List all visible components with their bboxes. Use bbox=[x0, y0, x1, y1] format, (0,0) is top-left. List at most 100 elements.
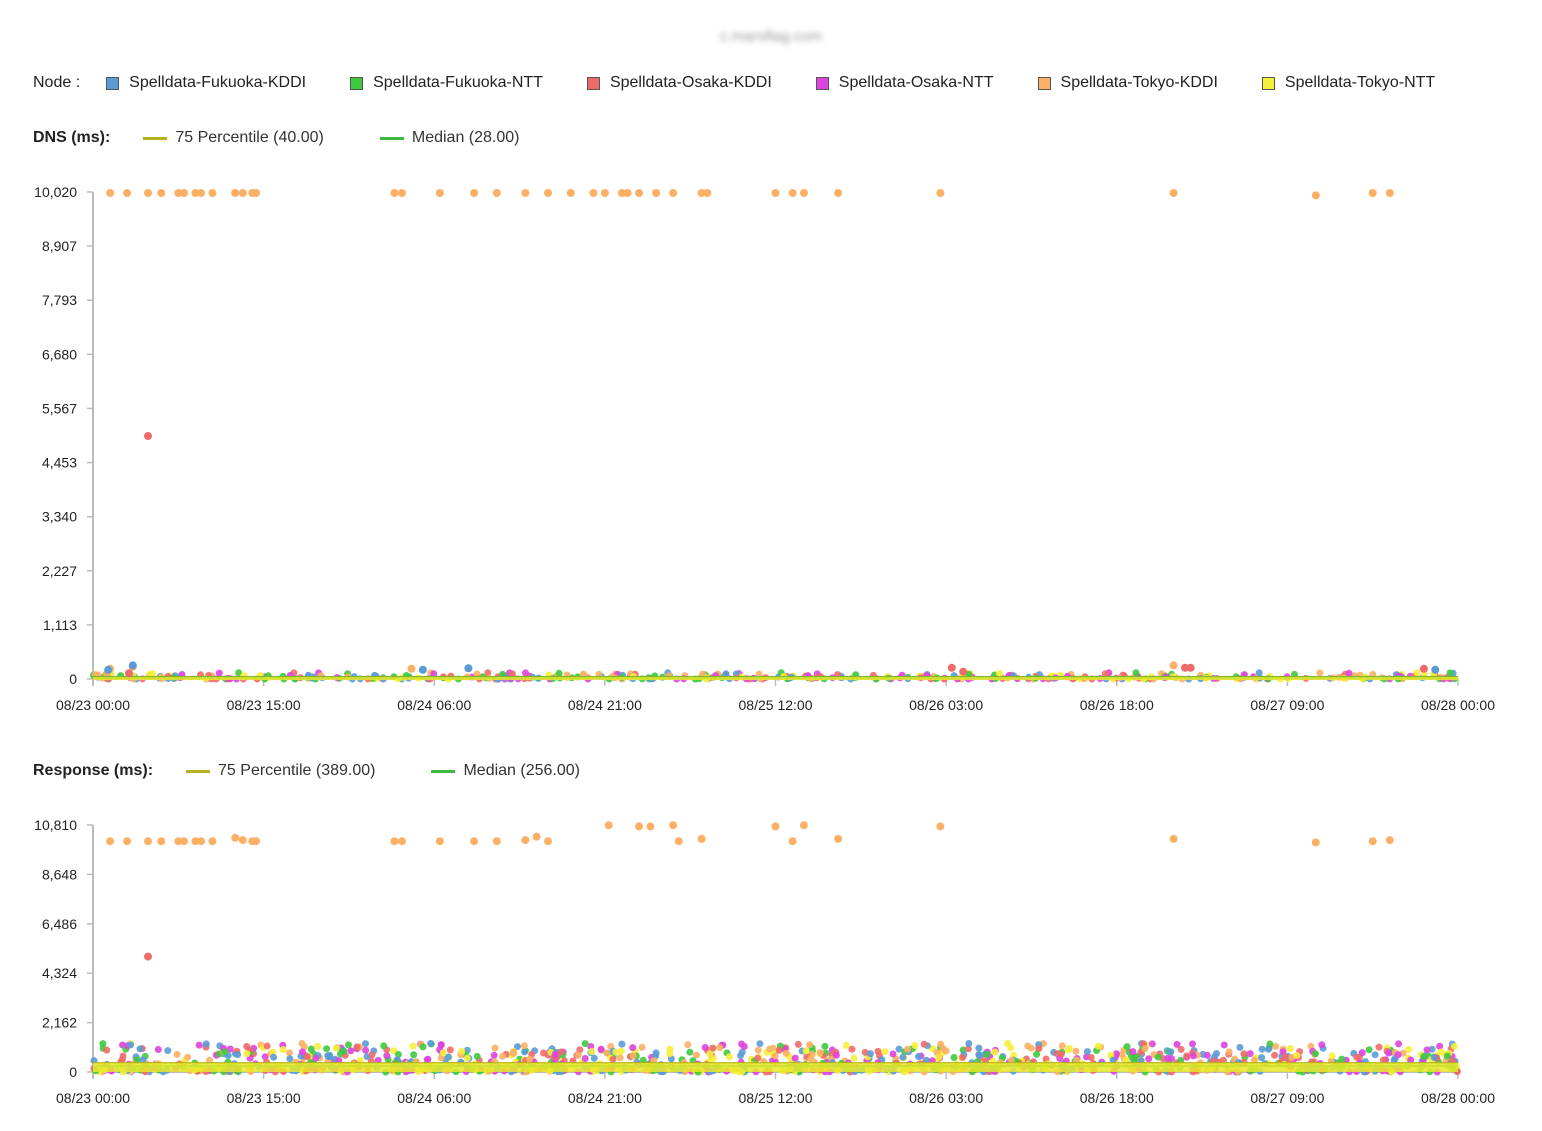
outlier-point bbox=[674, 837, 683, 846]
legend-item-osaka-kddi[interactable]: Spelldata-Osaka-KDDI bbox=[586, 74, 772, 92]
data-point bbox=[1033, 1050, 1041, 1058]
legend-item-osaka-ntt[interactable]: Spelldata-Osaka-NTT bbox=[815, 74, 994, 92]
data-point bbox=[362, 1046, 370, 1054]
y-tick-label: 7,793 bbox=[42, 292, 77, 308]
data-point bbox=[127, 1041, 135, 1049]
response-chart-title: Response (ms): bbox=[33, 762, 154, 779]
data-point bbox=[555, 669, 563, 677]
x-tick-label: 08/24 21:00 bbox=[568, 697, 642, 713]
data-point bbox=[629, 1044, 637, 1052]
data-point bbox=[103, 1046, 111, 1054]
outlier-point bbox=[669, 189, 678, 197]
outlier-point bbox=[799, 189, 808, 197]
data-point bbox=[959, 1053, 967, 1061]
data-point bbox=[904, 1045, 911, 1053]
data-point bbox=[983, 1050, 991, 1058]
data-point bbox=[221, 1048, 229, 1056]
x-tick-label: 08/26 03:00 bbox=[909, 697, 983, 713]
data-point bbox=[206, 1056, 213, 1064]
x-tick-label: 08/27 09:00 bbox=[1250, 1090, 1324, 1106]
data-point bbox=[754, 1046, 762, 1054]
legend-item-fukuoka-ntt[interactable]: Spelldata-Fukuoka-NTT bbox=[350, 74, 543, 92]
data-point bbox=[446, 1046, 454, 1054]
outlier-point bbox=[703, 189, 712, 197]
outlier-point bbox=[492, 837, 501, 846]
data-point bbox=[1246, 1050, 1254, 1058]
data-point bbox=[899, 1053, 907, 1061]
outlier-point bbox=[697, 834, 706, 843]
data-point bbox=[889, 1050, 897, 1058]
outlier-point bbox=[589, 189, 598, 197]
legend-item-tokyo-ntt[interactable]: Spelldata-Tokyo-NTT bbox=[1261, 74, 1435, 92]
data-point bbox=[738, 1048, 746, 1056]
data-point bbox=[437, 1041, 445, 1049]
baseline-band bbox=[93, 1063, 1458, 1072]
data-point bbox=[832, 1051, 840, 1059]
outlier-point bbox=[398, 837, 406, 846]
data-point bbox=[709, 1044, 717, 1052]
median-line-swatch bbox=[431, 769, 456, 773]
outlier-point bbox=[407, 664, 416, 673]
data-point bbox=[937, 1040, 945, 1048]
data-point bbox=[520, 1042, 528, 1050]
outlier-point bbox=[646, 822, 655, 831]
data-point bbox=[1358, 1049, 1366, 1057]
data-point bbox=[285, 1049, 293, 1057]
data-point bbox=[716, 1044, 724, 1052]
data-point bbox=[439, 1049, 447, 1057]
outlier-point bbox=[390, 189, 399, 197]
outlier-point bbox=[1419, 664, 1428, 673]
data-point bbox=[323, 1045, 331, 1053]
x-tick-label: 08/26 03:00 bbox=[909, 1090, 983, 1106]
data-point bbox=[965, 1040, 973, 1047]
data-point bbox=[270, 1053, 278, 1061]
outlier-point bbox=[174, 189, 183, 197]
data-point bbox=[1189, 1052, 1197, 1060]
outlier-point bbox=[180, 837, 188, 846]
data-point bbox=[617, 1047, 625, 1055]
median-line-swatch bbox=[379, 136, 404, 140]
legend-item-fukuoka-kddi[interactable]: Spelldata-Fukuoka-KDDI bbox=[106, 74, 306, 92]
outlier-point bbox=[799, 821, 808, 830]
data-point bbox=[756, 1040, 764, 1048]
outlier-point bbox=[1311, 191, 1320, 200]
data-point bbox=[1428, 1045, 1436, 1053]
data-point bbox=[725, 1053, 733, 1061]
data-point bbox=[1345, 669, 1353, 677]
outlier-point bbox=[697, 189, 706, 197]
data-point bbox=[243, 1050, 251, 1058]
data-point bbox=[1394, 1051, 1402, 1059]
dns-stats-header: DNS (ms): 75 Percentile (40.00) Median (… bbox=[33, 127, 576, 149]
data-point bbox=[1173, 1040, 1181, 1048]
data-point bbox=[324, 1052, 332, 1060]
p75-line-swatch bbox=[186, 769, 211, 773]
data-point bbox=[557, 1048, 565, 1056]
data-point bbox=[895, 1045, 903, 1053]
x-tick-label: 08/24 06:00 bbox=[397, 1090, 471, 1106]
data-point bbox=[618, 1040, 626, 1048]
data-point bbox=[1443, 1052, 1451, 1060]
legend-item-tokyo-kddi[interactable]: Spelldata-Tokyo-KDDI bbox=[1037, 74, 1218, 92]
outlier-point bbox=[959, 667, 968, 676]
data-point bbox=[807, 1055, 815, 1063]
data-point bbox=[666, 1050, 674, 1058]
outlier-point bbox=[1368, 837, 1377, 846]
data-point bbox=[915, 1053, 922, 1060]
y-tick-label: 4,324 bbox=[42, 965, 77, 981]
data-point bbox=[991, 1048, 999, 1056]
data-point bbox=[709, 1055, 717, 1062]
data-point bbox=[1129, 1048, 1137, 1056]
data-point bbox=[616, 1054, 624, 1062]
data-point bbox=[149, 670, 157, 678]
outlier-point bbox=[1368, 189, 1377, 197]
outlier-point bbox=[231, 189, 240, 197]
data-point bbox=[652, 1049, 660, 1057]
data-point bbox=[1371, 1051, 1379, 1059]
data-point bbox=[510, 1048, 517, 1056]
data-point bbox=[1123, 1043, 1131, 1051]
outlier-point bbox=[252, 837, 260, 846]
data-point bbox=[740, 1043, 748, 1050]
data-point bbox=[684, 1041, 692, 1049]
